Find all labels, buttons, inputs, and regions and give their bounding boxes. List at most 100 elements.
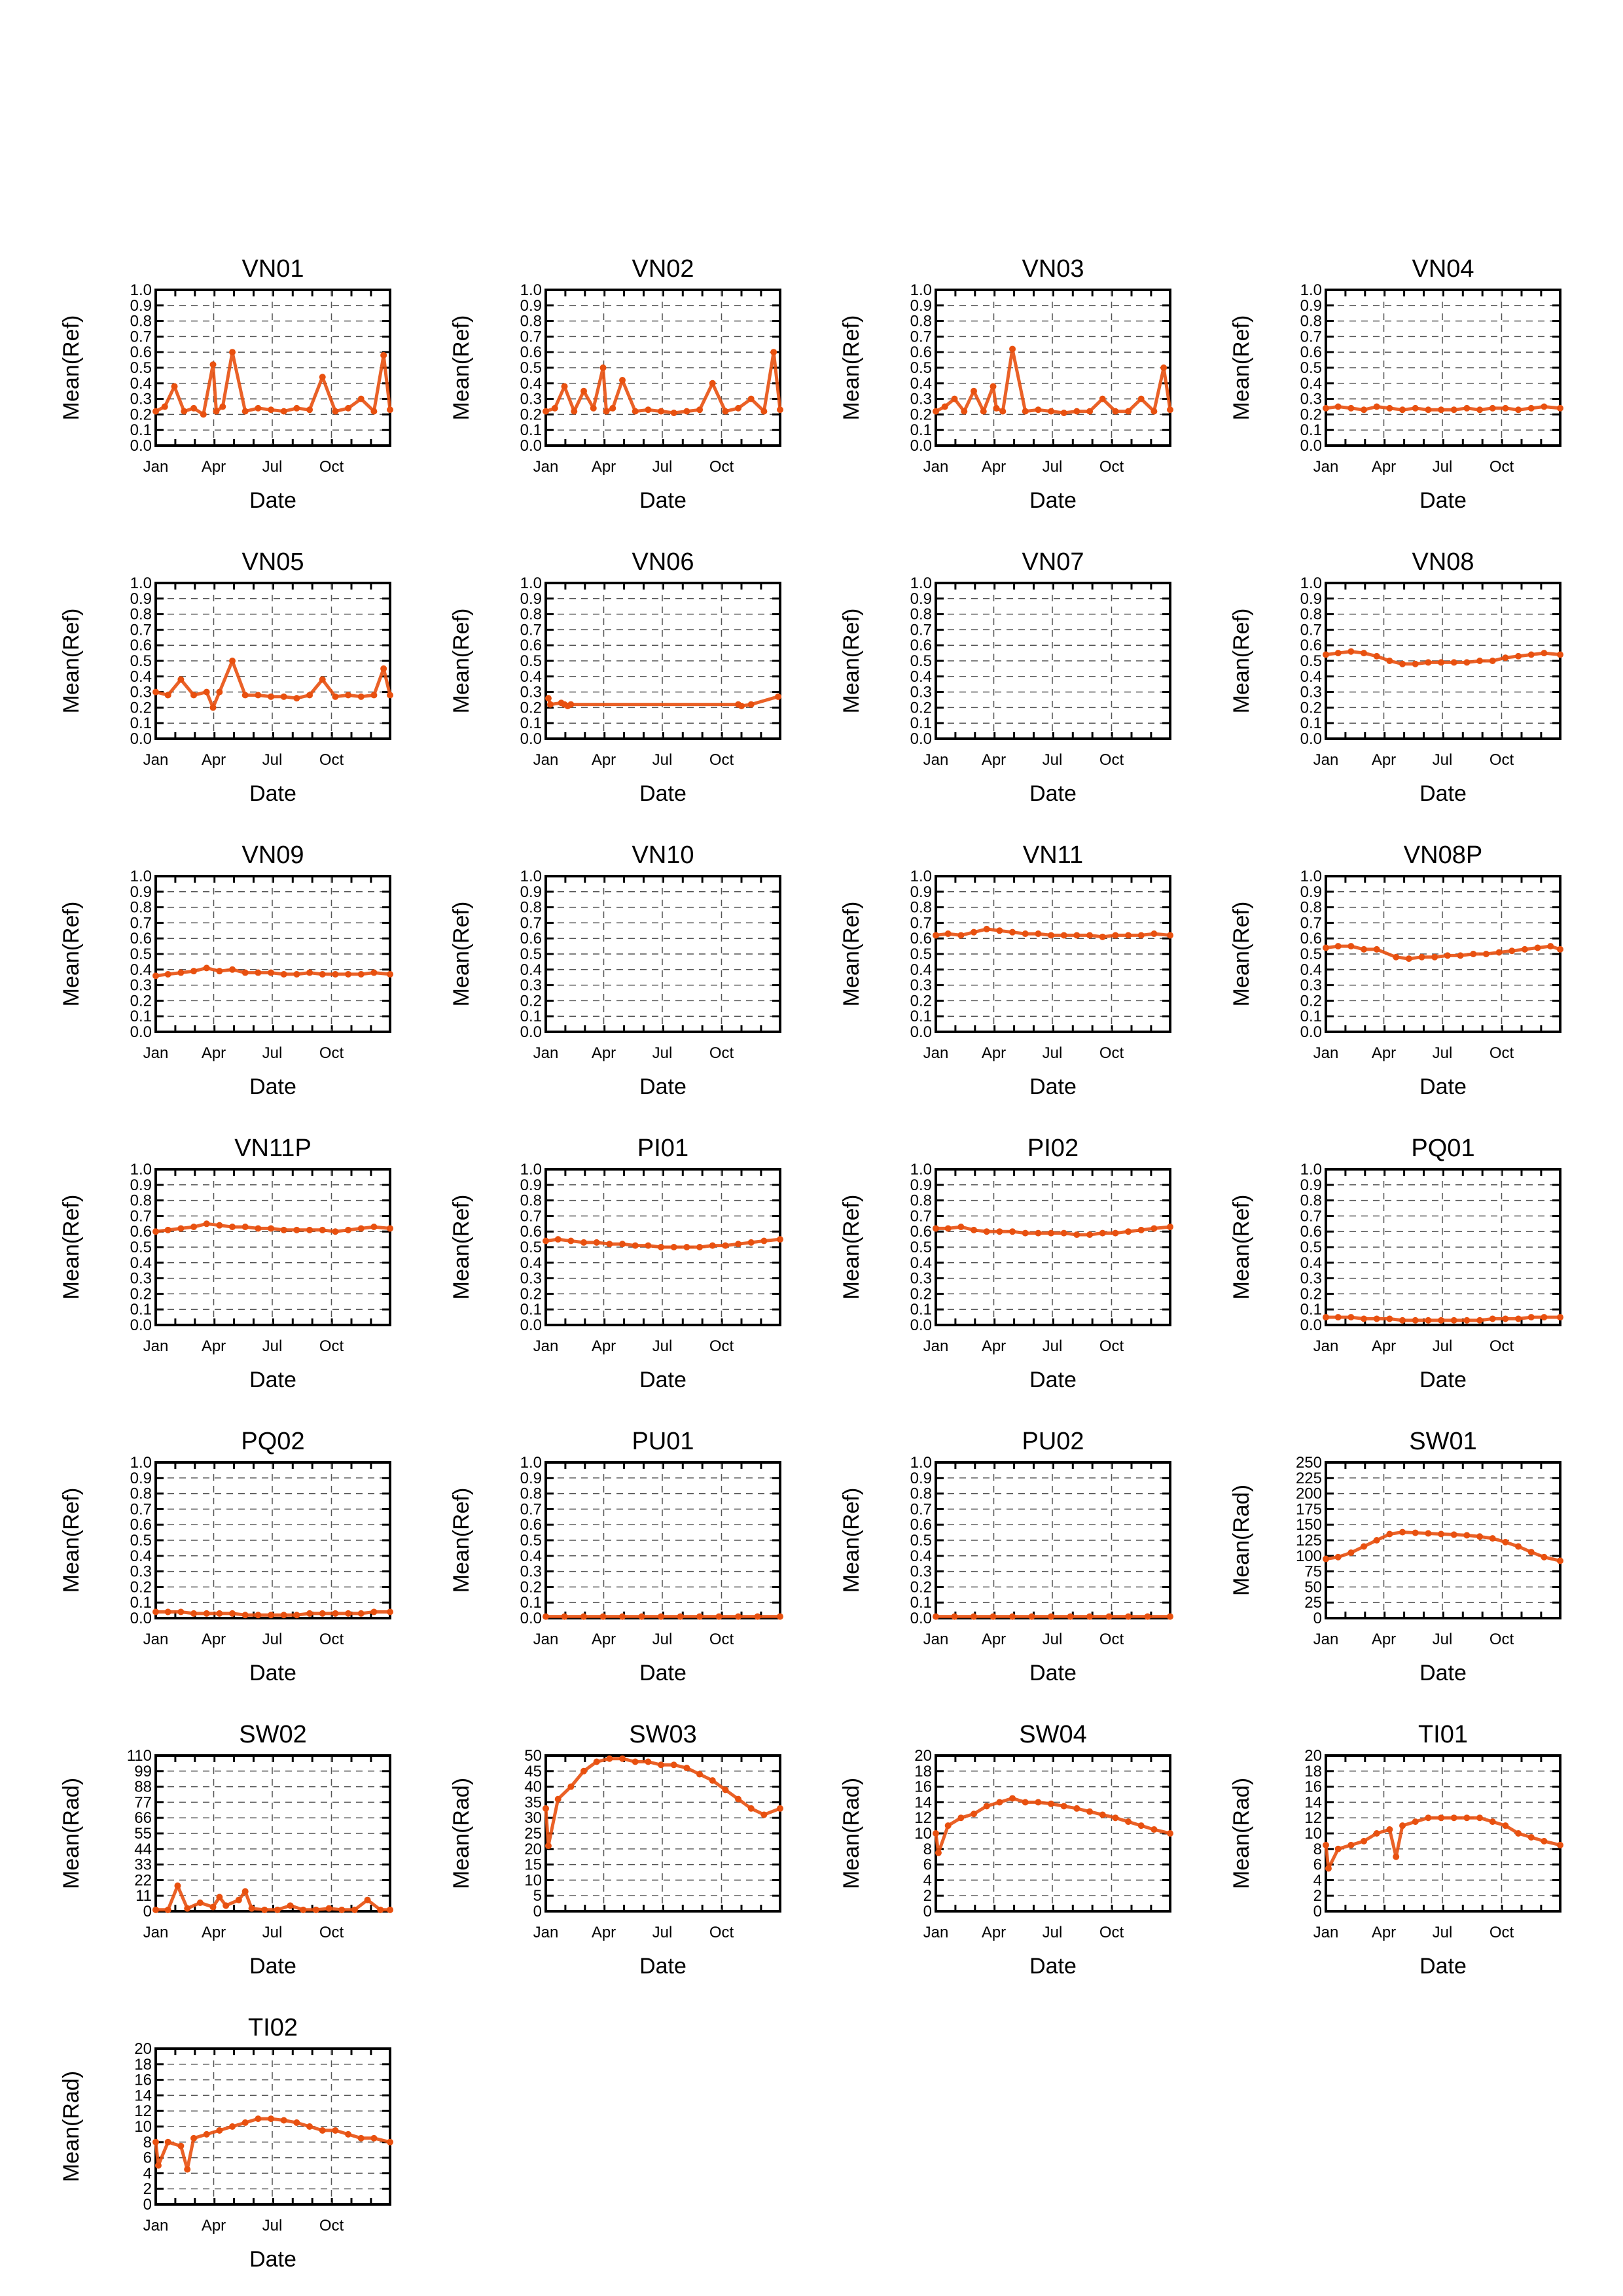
- data-point: [1373, 1315, 1380, 1322]
- y-tick-label: 4: [923, 1871, 932, 1889]
- y-tick-label: 0.9: [130, 590, 152, 608]
- y-tick-label: 0.0: [910, 1023, 932, 1041]
- y-tick-label: 10: [524, 1871, 542, 1889]
- y-tick-label: 0.5: [910, 652, 932, 670]
- data-point: [345, 1226, 352, 1233]
- data-point: [171, 383, 178, 390]
- data-point: [164, 1608, 171, 1616]
- data-point: [1521, 945, 1528, 953]
- data-point: [543, 408, 549, 415]
- data-point: [1393, 1853, 1400, 1860]
- x-tick-label: Jan: [143, 458, 169, 476]
- data-point: [161, 403, 168, 410]
- data-point: [599, 364, 607, 371]
- data-point: [280, 693, 287, 700]
- y-tick-label: 0.2: [130, 699, 152, 716]
- y-tick-label: 0.4: [130, 1254, 152, 1272]
- panel-title: VN07: [1022, 548, 1084, 576]
- data-point: [345, 404, 352, 412]
- data-point: [1009, 1795, 1016, 1802]
- x-axis-label: Date: [639, 1368, 687, 1392]
- data-series-line: [156, 1884, 390, 1912]
- y-tick-label: 0.3: [910, 684, 932, 701]
- x-axis-label: Date: [1419, 1954, 1467, 1979]
- data-point: [1009, 1228, 1016, 1235]
- x-axis-label: Date: [1419, 781, 1467, 806]
- data-point: [1060, 410, 1067, 417]
- x-tick-label: Oct: [319, 1924, 344, 1941]
- x-tick-label: Apr: [202, 1044, 226, 1062]
- y-tick-label: 0.9: [130, 1176, 152, 1194]
- y-tick-label: 0.7: [910, 914, 932, 932]
- plot-frame: [154, 289, 391, 447]
- y-tick-label: 1.0: [1300, 868, 1322, 885]
- y-tick-label: 0.0: [910, 730, 932, 748]
- y-tick-label: 200: [1296, 1485, 1322, 1503]
- y-axis-label: Mean(Ref): [449, 609, 474, 714]
- data-point: [1541, 1553, 1548, 1561]
- y-tick-label: 0.6: [910, 930, 932, 947]
- y-tick-label: 0.3: [520, 391, 542, 408]
- y-axis-label: Mean(Ref): [839, 902, 864, 1007]
- y-tick-label: 0.2: [130, 992, 152, 1010]
- data-point: [241, 2119, 249, 2127]
- panel-pi01: PI01 0.00.10.20.30.40.50.60.70.80.91.0 Jan…: [449, 1135, 783, 1392]
- y-tick-label: 0.6: [1300, 1223, 1322, 1241]
- data-point: [1386, 1530, 1393, 1538]
- data-point: [1022, 408, 1029, 415]
- y-tick-label: 0.9: [130, 297, 152, 315]
- data-point: [1386, 658, 1393, 664]
- x-axis-label: Date: [1029, 1661, 1077, 1686]
- y-tick-label: 0.7: [520, 914, 542, 932]
- y-tick-label: 0.9: [520, 297, 542, 315]
- data-point: [1086, 408, 1094, 415]
- data-point: [1347, 1549, 1355, 1557]
- data-point: [1399, 1316, 1406, 1324]
- data-point: [387, 692, 393, 699]
- panel-vn08: VN08 0.00.10.20.30.40.50.60.70.80.91.0 Jan…: [1229, 548, 1563, 806]
- y-tick-label: 0.4: [910, 1254, 932, 1272]
- y-tick-label: 0.4: [910, 1547, 932, 1565]
- data-point: [1112, 932, 1119, 939]
- data-point: [1450, 659, 1457, 666]
- x-tick-label: Apr: [982, 751, 1006, 769]
- panel-vn09: VN09 0.00.10.20.30.40.50.60.70.80.91.0 Jan…: [59, 841, 393, 1099]
- x-tick-label: Jul: [1433, 1924, 1453, 1941]
- y-tick-label: 0.7: [1300, 1207, 1322, 1225]
- data-point: [184, 1905, 191, 1912]
- data-point: [152, 2138, 159, 2146]
- data-point: [1048, 1800, 1055, 1807]
- data-point: [364, 1896, 371, 1903]
- x-tick-label: Jan: [533, 1631, 559, 1648]
- y-tick-label: 0.4: [1300, 961, 1322, 979]
- y-tick-label: 20: [1304, 1747, 1322, 1765]
- panel-vn04: VN04 0.00.10.20.30.40.50.60.70.80.91.0 Jan…: [1229, 255, 1563, 513]
- x-tick-label: Apr: [202, 1337, 226, 1355]
- y-tick-label: 100: [1296, 1547, 1322, 1565]
- data-point: [1167, 932, 1173, 939]
- data-point: [580, 387, 588, 395]
- y-tick-label: 0.3: [520, 1270, 542, 1288]
- data-point: [735, 1795, 742, 1803]
- x-tick-label: Oct: [709, 1631, 734, 1648]
- x-tick-label: Jul: [262, 751, 283, 769]
- panel-vn01: VN01 0.00.10.20.30.40.50.60.70.80.91.0 Jan…: [59, 255, 393, 513]
- x-tick-label: Oct: [709, 751, 734, 769]
- y-tick-label: 16: [914, 1778, 932, 1796]
- y-tick-label: 0.1: [1300, 715, 1322, 732]
- data-point: [1009, 928, 1016, 936]
- data-point: [1476, 406, 1484, 414]
- panel-title: PU02: [1022, 1428, 1084, 1455]
- data-point: [747, 1239, 755, 1246]
- data-point: [1527, 1833, 1535, 1841]
- data-point: [370, 969, 378, 976]
- data-point: [306, 1610, 313, 1617]
- data-point: [1105, 1613, 1113, 1620]
- y-tick-label: 0.7: [1300, 914, 1322, 932]
- x-tick-label: Jan: [1313, 1924, 1339, 1941]
- data-point: [1489, 658, 1496, 664]
- data-point: [747, 395, 755, 402]
- y-tick-label: 0: [923, 1903, 932, 1920]
- y-tick-label: 0.9: [520, 590, 542, 608]
- y-tick-label: 0: [143, 2196, 152, 2214]
